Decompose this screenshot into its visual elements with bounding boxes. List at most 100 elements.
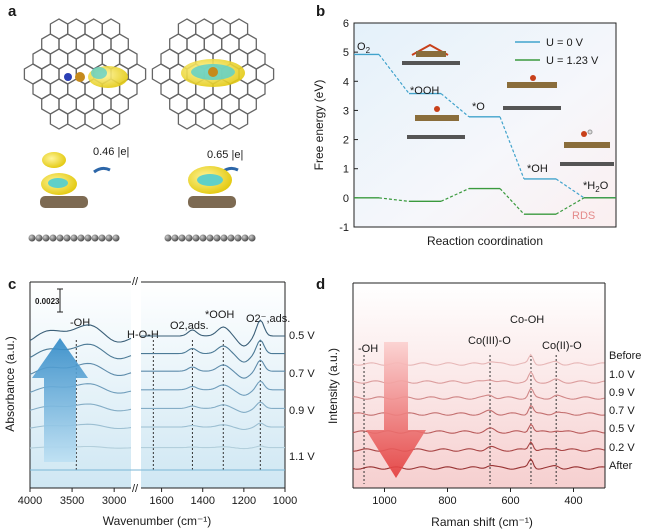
peak-label-c: O2,ads. <box>170 320 209 332</box>
scale-value-c: 0.0023 <box>35 297 60 306</box>
series-label-d: Before <box>609 350 641 362</box>
peak-label-d: -OH <box>358 343 378 355</box>
charge-right: 0.65 |e| <box>207 149 243 161</box>
sheet-atom <box>192 234 200 242</box>
series-label-c: 0.5 V <box>289 330 315 342</box>
series-b <box>354 53 616 215</box>
sheet-atom <box>220 234 228 242</box>
connector-u0 <box>555 178 585 199</box>
sheet-atom <box>112 234 120 242</box>
y-tick-label-b: 4 <box>343 76 349 88</box>
peak-label-c: -OH <box>70 317 90 329</box>
x-label-d: Raman shift (cm⁻¹) <box>431 515 533 529</box>
charge-left: 0.46 |e| <box>93 146 129 158</box>
connector-u123 <box>499 188 525 215</box>
lattice-hexagon <box>195 108 214 130</box>
trend-arrow-down <box>366 342 426 478</box>
sheet-atom <box>171 234 179 242</box>
graphene-sheet-right <box>164 234 256 242</box>
series-label-d: 1.0 V <box>609 369 635 381</box>
series-label-d: After <box>609 460 633 472</box>
lattice-hexagon <box>84 108 103 130</box>
y-tick-label-b: -1 <box>339 222 349 234</box>
y-axis-b: -1 0 1 2 3 4 5 6 <box>339 18 358 234</box>
peak-label-c: O2⁻,ads. <box>246 313 290 325</box>
axis-break-c <box>131 276 141 494</box>
sheet-atom <box>42 234 50 242</box>
panel-c: c // // 4000 3500 3000 1600 1400 1200 1000 -OH… <box>3 276 315 528</box>
step-label-4: *H2O <box>583 180 609 194</box>
sheet-atom <box>199 234 207 242</box>
connector-u123 <box>440 187 470 202</box>
lattice-hexagon <box>101 108 121 130</box>
connector-u0 <box>440 93 470 118</box>
axes-frame-b <box>353 22 617 228</box>
legend-b: U = 0 V U = 1.23 V <box>515 37 599 67</box>
x-tick-label-c: 3500 <box>60 495 84 507</box>
y-tick-label-b: 0 <box>343 193 349 205</box>
break-mark-bottom-c: // <box>132 483 139 495</box>
lattice-hexagon <box>229 108 249 130</box>
series-labels-d: Before 1.0 V 0.9 V 0.7 V 0.5 V 0.2 V After <box>609 350 641 472</box>
sheet-atom <box>206 234 214 242</box>
series-label-d: 0.7 V <box>609 405 635 417</box>
panel-c-label: c <box>8 276 16 293</box>
y-label-d: Intensity (a.u.) <box>326 348 340 424</box>
y-tick-label-b: 5 <box>343 47 349 59</box>
panel-d: d 1000 800 600 400 -OH Co(III)-O Co-OH Co(II)-… <box>316 276 641 529</box>
graphene-lattice-left <box>23 18 147 130</box>
y-label-c: Absorbance (a.u.) <box>3 336 17 431</box>
series-label-c: 0.9 V <box>289 405 315 417</box>
x-tick-label-c: 1000 <box>273 495 297 507</box>
series-label-c: 0.7 V <box>289 368 315 380</box>
legend-label-u0: U = 0 V <box>546 37 584 49</box>
sheet-atom <box>241 234 249 242</box>
series-label-c: 1.1 V <box>289 451 315 463</box>
trend-arrow-up <box>32 338 88 462</box>
y-tick-label-b: 2 <box>343 135 349 147</box>
break-mark-top-c: // <box>132 276 139 288</box>
rds-annotation: RDS <box>572 210 595 222</box>
panel-d-label: d <box>316 276 325 293</box>
peak-label-d: Co(III)-O <box>468 335 511 347</box>
sheet-atom <box>213 234 221 242</box>
step-label-3: *OH <box>527 163 548 175</box>
y-tick-label-b: 6 <box>343 18 349 30</box>
x-tick-label-c: 4000 <box>18 495 42 507</box>
sheet-atom <box>185 234 193 242</box>
sheet-atom <box>105 234 113 242</box>
sheet-atom <box>77 234 85 242</box>
lattice-hexagon <box>49 108 69 130</box>
x-tick-label-d: 800 <box>438 495 456 507</box>
step-label-2: *O <box>472 101 485 113</box>
sheet-atom <box>63 234 71 242</box>
x-tick-label-c: 1200 <box>232 495 256 507</box>
transfer-arrow-left <box>93 166 111 174</box>
x-tick-label-d: 1000 <box>372 495 396 507</box>
x-label-c: Wavenumber (cm⁻¹) <box>103 514 212 528</box>
sheet-atom <box>35 234 43 242</box>
spectrum-c <box>29 339 285 363</box>
lattice-hexagon <box>177 108 197 130</box>
panel-b: b -1 0 1 2 3 4 5 6 Free energy (eV) Reaction co… <box>312 3 617 248</box>
sheet-atom <box>248 234 256 242</box>
connector-u0 <box>499 116 525 180</box>
connector-u0 <box>378 54 410 94</box>
sheet-atom <box>178 234 186 242</box>
series-label-d: 0.5 V <box>609 423 635 435</box>
side-view-right <box>188 166 236 208</box>
legend-label-u123: U = 1.23 V <box>546 55 599 67</box>
peak-lines-d: -OH Co(III)-O Co-OH Co(II)-O <box>358 314 582 484</box>
lattice-hexagon <box>67 108 86 130</box>
peak-label-d: Co-OH <box>510 314 544 326</box>
y-label-b: Free energy (eV) <box>312 80 326 171</box>
x-label-b: Reaction coordination <box>427 234 543 248</box>
series-label-d: 0.9 V <box>609 387 635 399</box>
panel-a-label: a <box>8 3 17 20</box>
sheet-atom <box>234 234 242 242</box>
sheet-atom <box>164 234 172 242</box>
plot-area-b <box>354 23 616 227</box>
sheet-atom <box>56 234 64 242</box>
scale-bar-c: 0.0023 <box>35 288 63 313</box>
